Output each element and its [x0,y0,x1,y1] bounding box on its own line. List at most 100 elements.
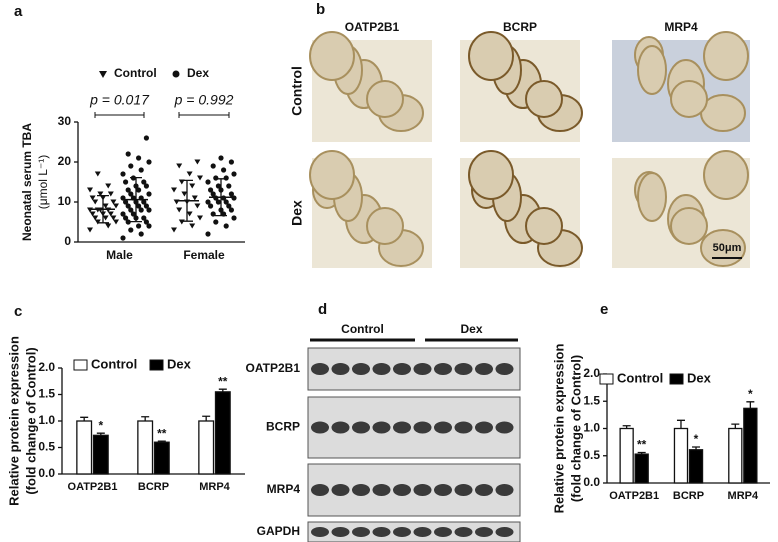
sd-bar [215,178,227,217]
legend-label: Dex [687,370,712,385]
data-point [186,211,193,217]
panel-letter: e [600,301,608,318]
data-point [141,179,147,185]
data-point [186,171,193,177]
data-point [146,159,152,165]
data-point [146,191,152,197]
band [475,363,493,375]
significance-label: * [748,387,753,401]
data-point [191,195,198,201]
sd-bar [97,194,109,224]
y-tick-label: 0.0 [583,475,600,489]
villus [366,207,404,245]
data-point [136,223,142,229]
p-value: p = 0.992 [174,92,234,108]
x-tick-label: MRP4 [728,490,759,502]
data-point [123,199,129,205]
band [331,527,350,537]
data-point [128,227,134,233]
y-tick-label: 0 [64,234,71,248]
significance-label: ** [157,426,167,440]
band [413,527,432,537]
band [434,527,452,537]
y-tick-label: 0.5 [583,448,600,462]
data-point [128,191,134,197]
data-point [178,219,185,225]
villus [468,150,514,200]
data-point [197,215,203,221]
data-point [223,223,229,229]
data-point [223,175,229,181]
y-label: Relative protein expression [551,344,566,514]
band [475,421,493,434]
bar [688,449,704,484]
band [495,484,514,496]
error-bar [676,419,685,429]
band [372,363,391,375]
data-point [205,231,211,237]
data-point [87,187,93,193]
significance-label: ** [218,374,228,388]
data-point [221,167,227,173]
protein-label: MRP4 [267,482,301,496]
band [352,527,370,537]
band [352,484,370,496]
legend-label: Dex [167,356,192,371]
data-point [125,203,131,209]
data-point [136,187,142,193]
data-point [97,191,104,197]
villus [637,172,667,222]
data-point [138,231,144,237]
villus [468,31,514,81]
bar [198,420,215,475]
data-point [171,187,177,193]
band [454,527,473,537]
band [434,363,452,375]
data-point [138,167,144,173]
data-point [176,163,183,169]
panel-letter: a [14,3,23,20]
p-value: p = 0.017 [89,92,150,108]
data-point [125,219,131,225]
x-tick-label: BCRP [138,481,169,493]
x-tick-label: MRP4 [199,481,230,493]
y-label: Neonatal serum TBA [20,123,34,241]
data-point [92,215,99,221]
band [352,421,370,434]
bracket [94,112,145,118]
data-point [136,155,142,161]
error-bar [731,423,740,429]
band [495,363,514,375]
legend-label: Control [617,370,663,385]
band [331,421,350,434]
villus [366,80,404,118]
y-label: (fold change of Control) [23,347,38,494]
band [372,484,391,496]
data-point [102,203,109,209]
significance-label: * [98,418,103,432]
scale-label: 50μm [713,242,742,254]
data-point [231,171,237,177]
band [393,363,411,375]
band [454,421,473,434]
band [393,527,411,537]
y-label: (fold change of Control) [568,355,583,502]
data-point [226,183,232,189]
legend-label: Control [114,66,157,80]
x-tick-label: Male [106,248,133,262]
data-point [176,207,183,213]
bar [92,434,109,475]
data-point [107,191,114,197]
y-tick-label: 1.0 [583,421,600,435]
band [454,363,473,375]
data-point [210,211,216,217]
bar [728,427,743,484]
villus [525,80,563,118]
villus [309,150,355,200]
data-point [107,211,114,217]
band [495,527,514,537]
data-point [143,219,149,225]
data-point [136,203,142,209]
y-tick-label: 1.5 [38,387,55,401]
data-point [194,203,201,209]
